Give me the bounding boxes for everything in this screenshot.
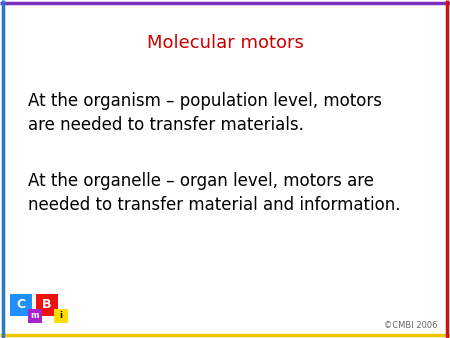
FancyBboxPatch shape: [36, 294, 58, 316]
Text: m: m: [31, 312, 39, 320]
FancyBboxPatch shape: [28, 309, 42, 323]
Text: Molecular motors: Molecular motors: [147, 34, 303, 52]
Text: At the organelle – organ level, motors are
needed to transfer material and infor: At the organelle – organ level, motors a…: [28, 171, 400, 215]
Text: At the organism – population level, motors
are needed to transfer materials.: At the organism – population level, moto…: [28, 92, 382, 135]
FancyBboxPatch shape: [54, 309, 68, 323]
Text: i: i: [59, 312, 63, 320]
Text: B: B: [42, 298, 52, 312]
Text: C: C: [17, 298, 26, 312]
FancyBboxPatch shape: [10, 294, 32, 316]
Text: ©CMBI 2006: ©CMBI 2006: [384, 321, 438, 331]
